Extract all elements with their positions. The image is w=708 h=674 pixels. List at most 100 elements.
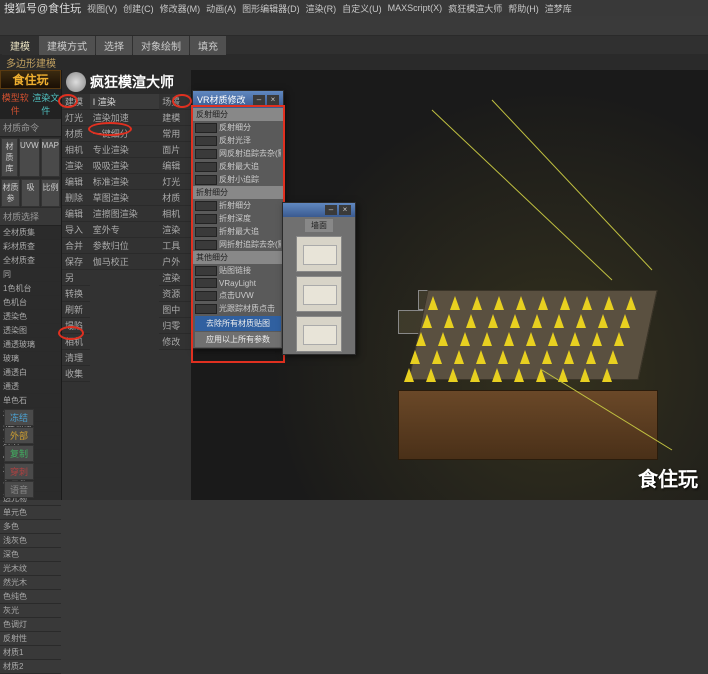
tab-modeling[interactable]: 建模 (2, 36, 38, 55)
side-list-item[interactable]: 材质2 (0, 660, 61, 674)
plugin-item[interactable]: 工具 (159, 238, 191, 254)
min-icon[interactable]: – (325, 205, 337, 215)
dialog-titlebar[interactable]: – × (283, 203, 355, 217)
spinner-input[interactable] (195, 123, 217, 133)
menu-item[interactable]: 渲染(R) (306, 2, 337, 15)
side-list-item[interactable]: 色纯色 (0, 590, 61, 604)
plugin-item[interactable]: 渲染 (159, 270, 191, 286)
menu-item[interactable]: 修改器(M) (160, 2, 201, 15)
dialog-titlebar[interactable]: VR材质修改 – × (193, 91, 283, 108)
plugin-item[interactable]: 渲染 (62, 158, 90, 174)
dlg-button-remove-maps[interactable]: 去除所有材质贴图 (195, 316, 281, 331)
side-list-item[interactable]: 色机台 (0, 296, 61, 310)
plugin-item[interactable]: 伽马校正 (90, 254, 159, 270)
side-list-item[interactable]: 单色石 (0, 394, 61, 408)
min-icon[interactable]: – (253, 95, 265, 105)
plugin-item[interactable]: 常用 (159, 126, 191, 142)
plugin-item[interactable]: 材质 (62, 126, 90, 142)
bottom-action-button[interactable]: 复制 (4, 445, 34, 462)
side-list-item[interactable]: 色调灯 (0, 618, 61, 632)
material-thumb[interactable] (296, 316, 342, 352)
menu-item[interactable]: 创建(C) (123, 2, 154, 15)
bottom-action-button[interactable]: 语音 (4, 481, 34, 498)
side-list-item[interactable]: 浅灰色 (0, 534, 61, 548)
close-icon[interactable]: × (339, 205, 351, 215)
plugin-item[interactable]: 户外 (159, 254, 191, 270)
side-btn[interactable]: UVW (19, 138, 40, 177)
plugin-item[interactable]: 一键细分 (90, 126, 159, 142)
spinner-input[interactable] (195, 175, 217, 185)
spinner-input[interactable] (195, 149, 217, 159)
bottom-action-button[interactable]: 外部 (4, 427, 34, 444)
menu-item[interactable]: 动画(A) (206, 2, 236, 15)
spinner-input[interactable] (195, 278, 217, 288)
plugin-item[interactable]: 渲染加速 (90, 110, 159, 126)
plugin-item[interactable]: 场景 (159, 94, 191, 110)
menu-item[interactable]: MAXScript(X) (388, 3, 443, 13)
tab[interactable]: 选择 (96, 36, 132, 55)
plugin-item[interactable]: 另 (62, 270, 90, 286)
side-list-item[interactable]: 单元色 (0, 506, 61, 520)
side-tab-render[interactable]: 渲染文件 (31, 89, 62, 119)
side-tab-model[interactable]: 模型软件 (0, 89, 31, 119)
menu-item[interactable]: 视图(V) (87, 2, 117, 15)
plugin-item[interactable]: 草图渲染 (90, 190, 159, 206)
spinner-input[interactable] (195, 291, 217, 301)
dlg-button-apply-all[interactable]: 应用以上所有参数 (195, 332, 281, 347)
spinner-input[interactable] (195, 136, 217, 146)
plugin-item[interactable]: 图中 (159, 302, 191, 318)
menu-item[interactable]: 渲梦库 (545, 2, 572, 15)
spinner-input[interactable] (195, 162, 217, 172)
side-list-item[interactable]: 同 (0, 268, 61, 282)
side-list-item[interactable]: 通透 (0, 380, 61, 394)
side-list-item[interactable]: 透染色 (0, 310, 61, 324)
plugin-item[interactable]: 灯光 (159, 174, 191, 190)
plugin-item[interactable]: 相机 (62, 142, 90, 158)
side-list-item[interactable]: 透染图 (0, 324, 61, 338)
spinner-input[interactable] (195, 214, 217, 224)
plugin-item[interactable]: 修改 (159, 334, 191, 350)
bottom-action-button[interactable]: 冻结 (4, 409, 34, 426)
menu-item[interactable]: 疯狂模渲大师 (448, 2, 502, 15)
tab[interactable]: 对象绘制 (133, 36, 189, 55)
side-list-item[interactable]: 深色 (0, 548, 61, 562)
side-btn[interactable]: 材质库 (1, 138, 18, 177)
menu-item[interactable]: 帮助(H) (508, 2, 539, 15)
plugin-item[interactable]: 建模 (62, 94, 90, 110)
side-list-item[interactable]: 1色机台 (0, 282, 61, 296)
plugin-item[interactable]: 渲染 (159, 222, 191, 238)
plugin-item[interactable]: 编辑 (62, 174, 90, 190)
plugin-item[interactable]: 资源 (159, 286, 191, 302)
plugin-item[interactable]: 归零 (159, 318, 191, 334)
side-btn[interactable]: 比例 (41, 179, 60, 207)
side-list-item[interactable]: 灰光 (0, 604, 61, 618)
plugin-item[interactable]: 刷新 (62, 302, 90, 318)
plugin-item[interactable]: 灯光 (62, 110, 90, 126)
menu-item[interactable]: 自定义(U) (342, 2, 382, 15)
side-list-item[interactable]: 材质1 (0, 646, 61, 660)
plugin-item[interactable]: 导入 (62, 222, 90, 238)
plugin-item[interactable]: 编辑 (62, 206, 90, 222)
side-list-item[interactable]: 彩材质查 (0, 240, 61, 254)
plugin-item[interactable]: 收集 (62, 366, 90, 382)
plugin-item[interactable]: 室外专 (90, 222, 159, 238)
plugin-item[interactable]: 保存 (62, 254, 90, 270)
plugin-item[interactable]: 塌陷 (62, 318, 90, 334)
material-thumb[interactable] (296, 276, 342, 312)
plugin-item[interactable]: 渲擦图渲染 (90, 206, 159, 222)
side-list-item[interactable]: 多色 (0, 520, 61, 534)
plugin-item[interactable]: 建模 (159, 110, 191, 126)
side-list-item[interactable]: 全材质集 (0, 226, 61, 240)
side-list-item[interactable]: 通透玻璃 (0, 338, 61, 352)
side-list-item[interactable]: 通透白 (0, 366, 61, 380)
plugin-item[interactable]: 参数归位 (90, 238, 159, 254)
tab[interactable]: 填充 (190, 36, 226, 55)
plugin-item[interactable]: 专业渲染 (90, 142, 159, 158)
close-icon[interactable]: × (267, 95, 279, 105)
tab[interactable]: 建模方式 (39, 36, 95, 55)
plugin-item[interactable]: 面片 (159, 142, 191, 158)
plugin-item[interactable]: 清理 (62, 350, 90, 366)
menu-item[interactable]: 图形编辑器(D) (242, 2, 300, 15)
plugin-item[interactable]: 相机 (62, 334, 90, 350)
plugin-item[interactable]: 材质 (159, 190, 191, 206)
